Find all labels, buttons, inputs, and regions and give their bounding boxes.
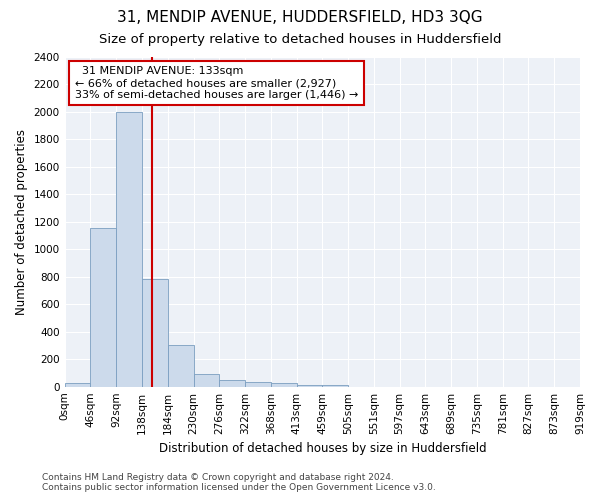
Text: Contains HM Land Registry data © Crown copyright and database right 2024.
Contai: Contains HM Land Registry data © Crown c… [42,473,436,492]
Bar [65,382,91,386]
Bar [245,382,271,386]
Bar [168,346,193,387]
Bar [142,280,168,386]
Bar [271,383,296,386]
Bar [322,384,348,386]
Text: Size of property relative to detached houses in Huddersfield: Size of property relative to detached ho… [99,32,501,46]
Bar [116,112,142,386]
X-axis label: Distribution of detached houses by size in Huddersfield: Distribution of detached houses by size … [158,442,486,455]
Bar [193,374,219,386]
Y-axis label: Number of detached properties: Number of detached properties [15,128,28,314]
Bar [91,228,116,386]
Bar [219,380,245,386]
Text: 31 MENDIP AVENUE: 133sqm
← 66% of detached houses are smaller (2,927)
33% of sem: 31 MENDIP AVENUE: 133sqm ← 66% of detach… [75,66,358,100]
Text: 31, MENDIP AVENUE, HUDDERSFIELD, HD3 3QG: 31, MENDIP AVENUE, HUDDERSFIELD, HD3 3QG [117,10,483,25]
